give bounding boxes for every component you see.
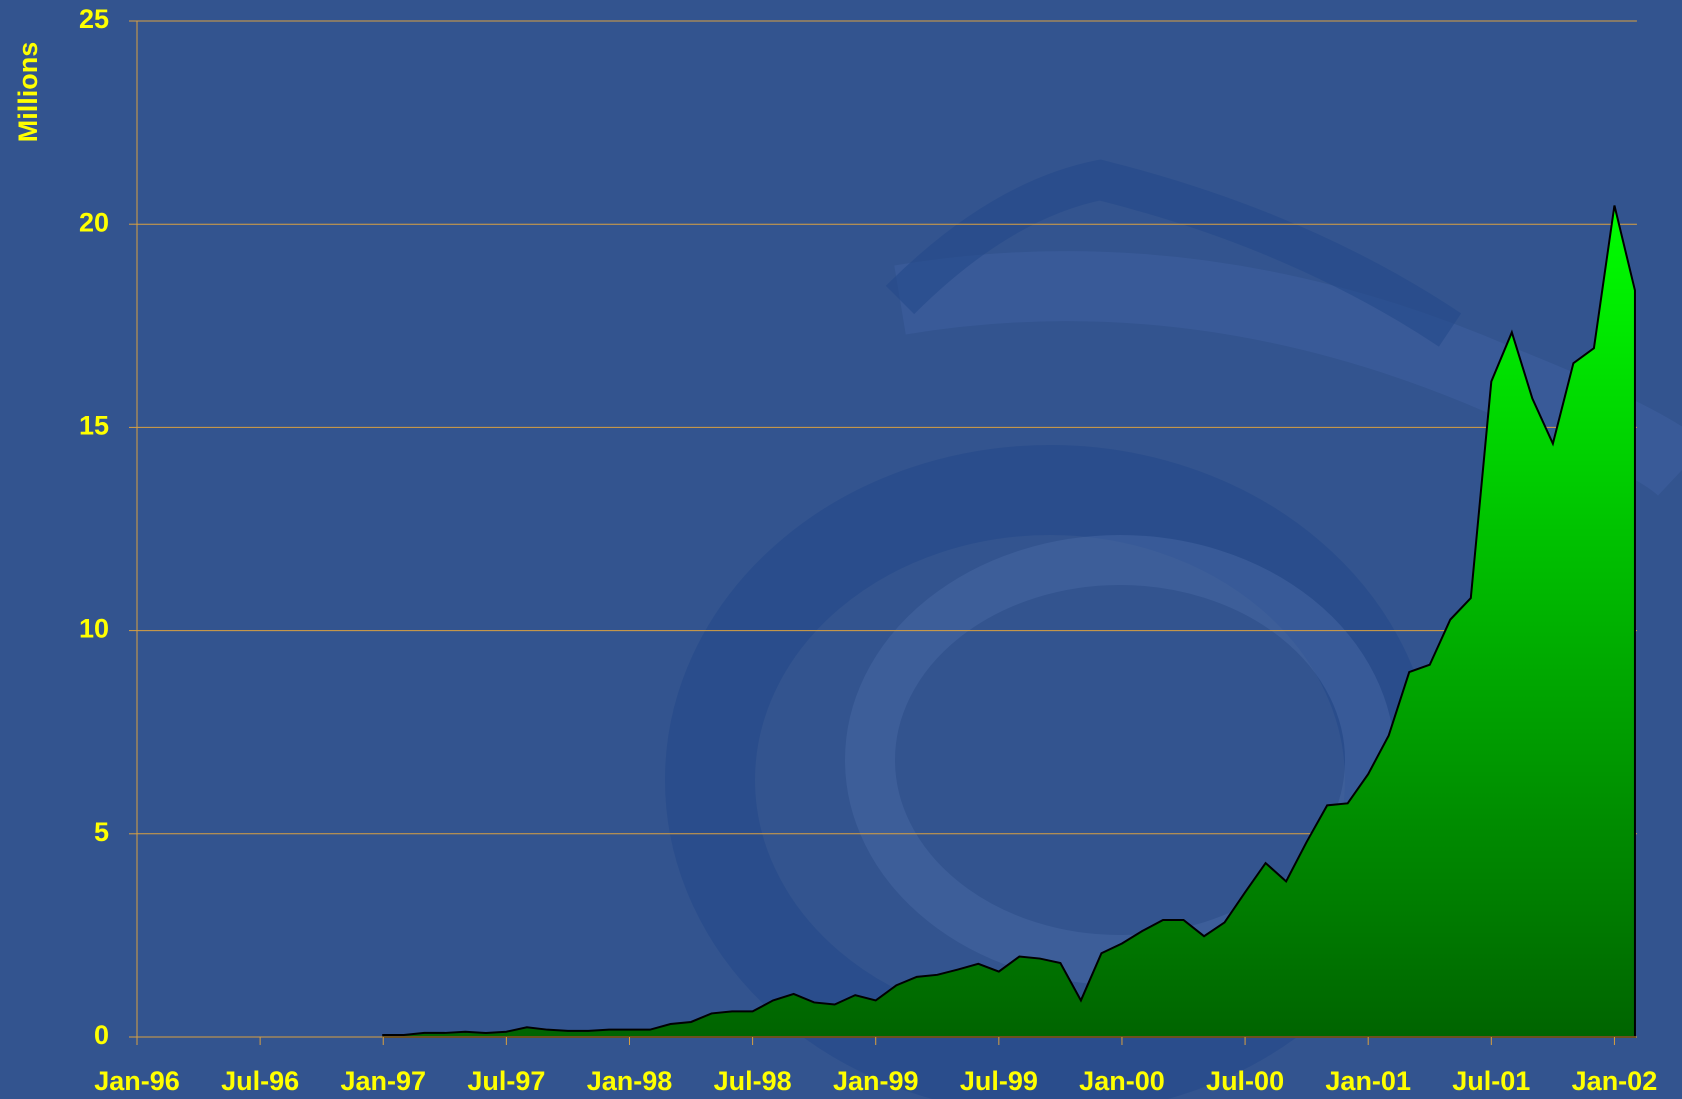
y-tick-label: 5	[94, 817, 109, 847]
y-tick-label: 25	[79, 4, 109, 34]
x-tick-label: Jul-00	[1206, 1066, 1284, 1096]
x-tick-label: Jan-96	[94, 1066, 180, 1096]
chart: Millions 0 5 10 15 20 25 Jan-96 Jul-96 Jan-97 Jul…	[0, 0, 1682, 1099]
y-tick-label: 15	[79, 411, 109, 441]
y-tick-label: 20	[79, 207, 109, 237]
x-tick-label: Jan-02	[1572, 1066, 1658, 1096]
y-axis-label: Millions	[13, 42, 43, 143]
x-tick-label: Jul-98	[714, 1066, 792, 1096]
x-tick-label: Jul-96	[221, 1066, 299, 1096]
x-tick-label: Jan-97	[340, 1066, 426, 1096]
x-tick-label: Jul-01	[1452, 1066, 1530, 1096]
x-tick-label: Jan-01	[1325, 1066, 1411, 1096]
x-tick-label: Jan-98	[587, 1066, 673, 1096]
y-tick-label: 10	[79, 614, 109, 644]
y-tick-label: 0	[94, 1020, 109, 1050]
x-tick-label: Jul-97	[467, 1066, 545, 1096]
page: Millions 0 5 10 15 20 25 Jan-96 Jul-96 Jan-97 Jul…	[0, 0, 1682, 1099]
x-tick-label: Jan-99	[833, 1066, 919, 1096]
x-tick-label: Jan-00	[1079, 1066, 1165, 1096]
x-tick-label: Jul-99	[960, 1066, 1038, 1096]
